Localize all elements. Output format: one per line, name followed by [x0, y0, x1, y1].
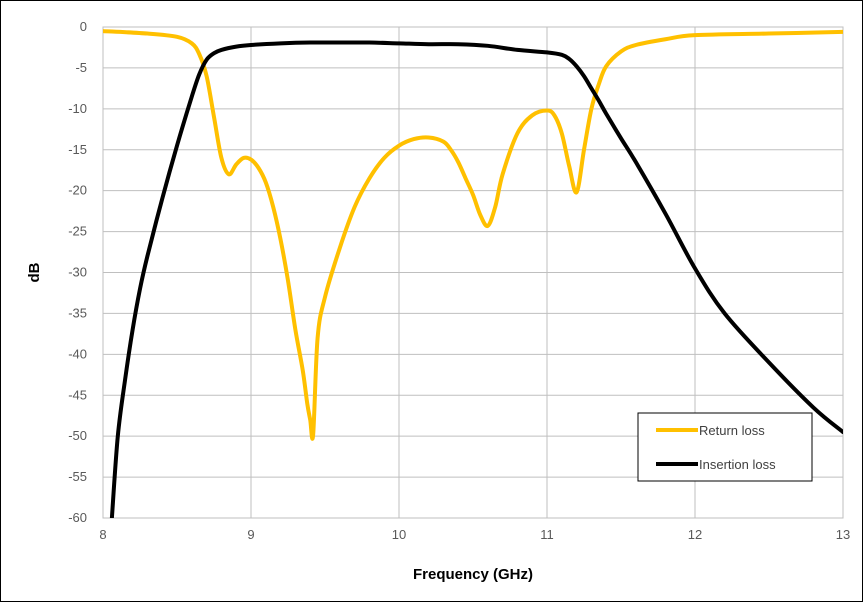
x-tick-label: 12: [688, 527, 702, 542]
y-tick-label: -25: [68, 224, 87, 239]
y-tick-label: -35: [68, 305, 87, 320]
x-tick-label: 10: [392, 527, 406, 542]
series-lines: [103, 29, 843, 518]
series-line-return-loss: [103, 29, 843, 441]
x-tick-label: 11: [540, 527, 554, 542]
y-tick-label: -55: [68, 469, 87, 484]
y-tick-label: -30: [68, 265, 87, 280]
y-tick-labels: 0 -5 -10 -15 -20 -25 -30 -35 -40 -45 -50 -55 -60: [68, 19, 87, 525]
legend-box: [637, 412, 813, 482]
x-tick-label: 8: [99, 527, 106, 542]
series-line-insertion-loss: [109, 40, 843, 518]
x-tick-label: 9: [247, 527, 254, 542]
y-tick-label: 0: [80, 19, 87, 34]
y-tick-label: -20: [68, 183, 87, 198]
y-tick-label: -10: [68, 101, 87, 116]
y-tick-label: -15: [68, 142, 87, 157]
legend: Return loss Insertion loss: [637, 412, 813, 482]
y-tick-label: -45: [68, 387, 87, 402]
x-tick-labels: 8 9 10 11 12 13: [99, 527, 850, 542]
x-axis-title: Frequency (GHz): [413, 566, 533, 583]
legend-label-insertion-loss: Insertion loss: [699, 457, 776, 472]
y-axis-title: dB: [26, 262, 43, 282]
y-tick-label: -60: [68, 510, 87, 525]
x-tick-label: 13: [836, 527, 850, 542]
legend-label-return-loss: Return loss: [699, 423, 765, 438]
y-tick-label: -40: [68, 346, 87, 361]
y-tick-label: -50: [68, 428, 87, 443]
y-tick-label: -5: [75, 60, 87, 75]
